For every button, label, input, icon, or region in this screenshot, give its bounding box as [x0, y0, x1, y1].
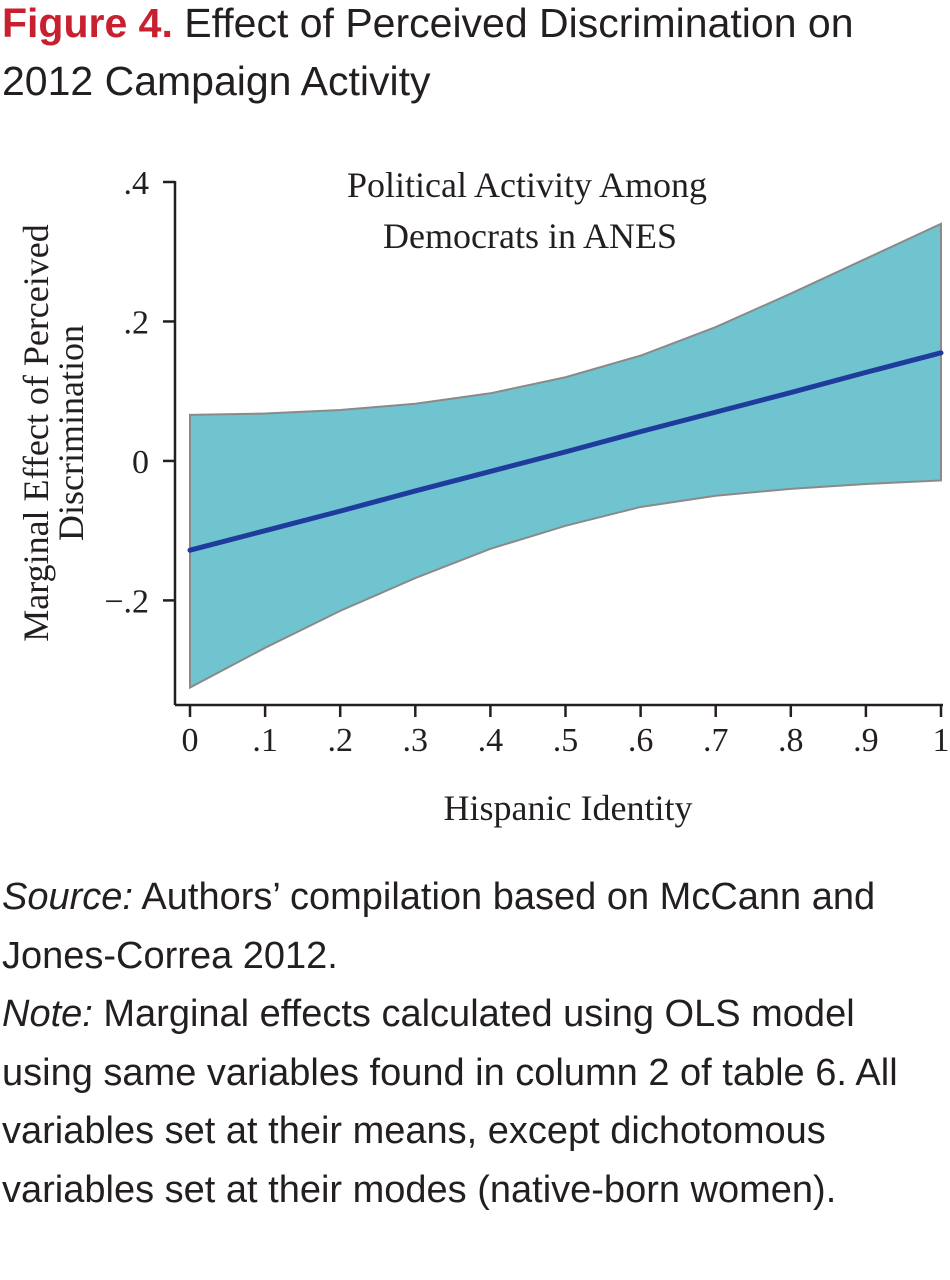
- source-label: Source:: [2, 876, 133, 918]
- x-tick-label: 1: [933, 722, 950, 759]
- x-tick-label: .2: [327, 722, 353, 759]
- chart-title-line-2: Democrats in ANES: [383, 216, 677, 256]
- y-tick-label: 0: [132, 444, 149, 481]
- x-tick-label: .3: [403, 722, 429, 759]
- confidence-band: [189, 222, 942, 690]
- confidence-band-layer: [189, 222, 942, 690]
- method-note: Note: Marginal effects calculated using …: [2, 985, 942, 1219]
- series-line-layer: [187, 350, 944, 553]
- y-ticks: .4 .2 0 −.2: [104, 165, 175, 620]
- x-axis-label: Hispanic Identity: [444, 788, 693, 828]
- figure-notes: Source: Authors’ compilation based on Mc…: [2, 868, 942, 1219]
- source-text: Authors’ compilation based on McCann and…: [2, 876, 876, 977]
- x-tick-label: .1: [252, 722, 278, 759]
- x-tick-label: 0: [182, 722, 199, 759]
- x-tick-label: .8: [778, 722, 804, 759]
- marginal-effect-chart: 0 .1 .2 .3 .4 .5 .6 .7 .8 .9 1 .4 .2 0 −.2 Political …: [16, 165, 950, 828]
- x-ticks: 0 .1 .2 .3 .4 .5 .6 .7 .8 .9 1: [182, 705, 950, 759]
- chart-title-line-1: Political Activity Among: [347, 165, 707, 205]
- x-tick-label: .7: [703, 722, 729, 759]
- source-note: Source: Authors’ compilation based on Mc…: [2, 868, 942, 985]
- note-label: Note:: [2, 993, 93, 1035]
- x-tick-label: .9: [853, 722, 879, 759]
- x-tick-label: .6: [628, 722, 654, 759]
- x-tick-label: .4: [478, 722, 504, 759]
- note-text: Marginal effects calculated using OLS mo…: [2, 993, 898, 1211]
- y-tick-label: .4: [124, 165, 150, 202]
- figure-title-text: Effect of Perceived Discrimination on 20…: [2, 0, 854, 104]
- y-tick-label: .2: [124, 304, 150, 341]
- figure-title: Figure 4. Effect of Perceived Discrimina…: [2, 0, 942, 110]
- axes-layer: [173, 181, 943, 707]
- y-axis-label-line-1: Marginal Effect of Perceived: [16, 224, 56, 642]
- x-tick-label: .5: [553, 722, 579, 759]
- figure-label: Figure 4.: [2, 0, 173, 46]
- y-tick-label: −.2: [104, 583, 149, 620]
- y-axis-label-line-2: Discrimination: [51, 325, 91, 541]
